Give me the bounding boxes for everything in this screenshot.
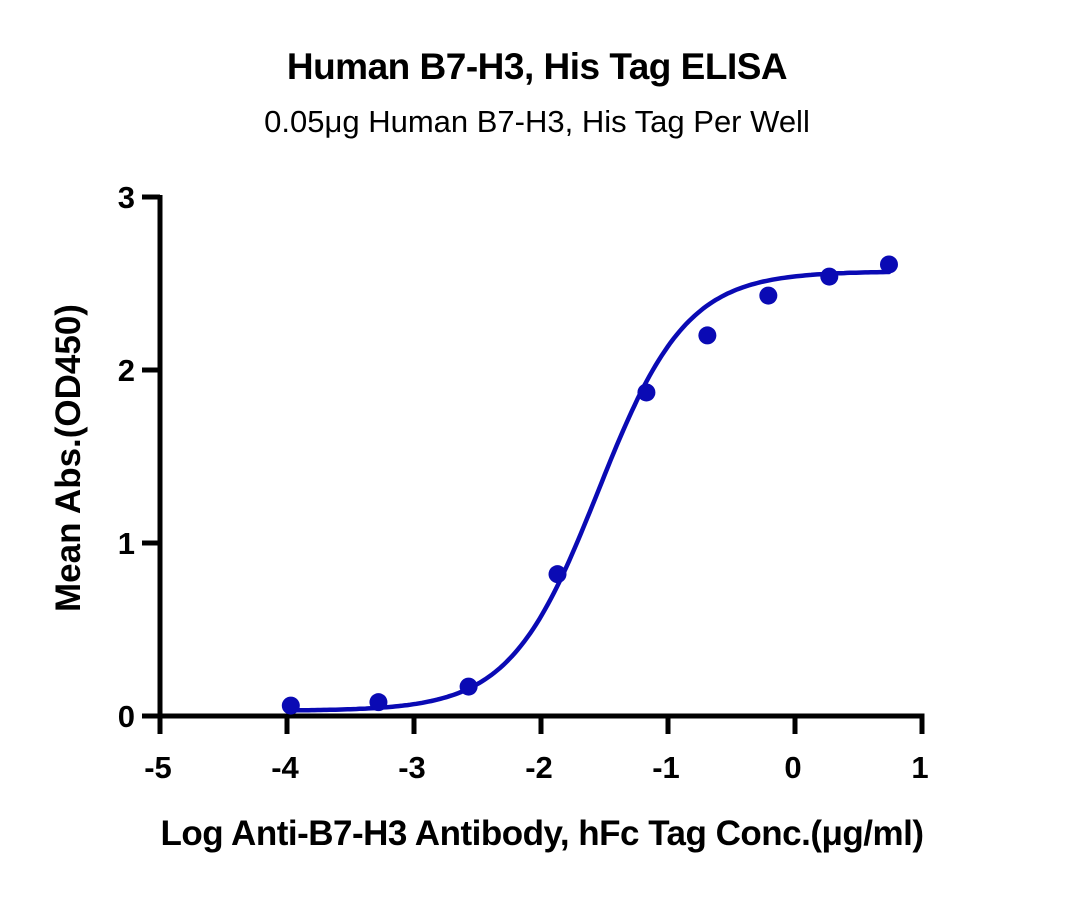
data-point — [879, 255, 898, 274]
data-points — [281, 255, 898, 715]
y-axis-label: Mean Abs.(OD450) — [49, 304, 88, 612]
x-tick-label: 1 — [911, 750, 928, 785]
chart-subtitle: 0.05μg Human B7-H3, His Tag Per Well — [264, 104, 810, 139]
data-point — [548, 565, 567, 584]
x-axis-label: Log Anti-B7-H3 Antibody, hFc Tag Conc.(μ… — [160, 814, 924, 853]
data-point — [369, 693, 388, 712]
y-tick-label: 3 — [118, 180, 135, 215]
x-tick-label: -2 — [525, 750, 553, 785]
x-tick-label: 0 — [784, 750, 801, 785]
data-point — [459, 677, 478, 696]
y-tick-label: 1 — [118, 526, 135, 561]
x-tick-label: -4 — [271, 750, 299, 785]
sigmoid-fit-line — [288, 269, 892, 713]
data-point — [637, 383, 656, 402]
data-point — [820, 267, 839, 286]
data-point — [698, 326, 717, 345]
x-tick-label: -5 — [144, 750, 172, 785]
y-tick-label: 2 — [118, 353, 135, 388]
fit-curve — [288, 269, 892, 713]
data-point — [759, 286, 778, 305]
data-point — [281, 696, 300, 715]
axes: 0 1 2 3 -5 -4 -3 -2 -1 0 1 — [118, 180, 929, 785]
x-tick-label: -3 — [398, 750, 426, 785]
chart-title: Human B7-H3, His Tag ELISA — [286, 46, 788, 87]
y-tick-label: 0 — [118, 699, 135, 734]
x-tick-label: -1 — [652, 750, 680, 785]
